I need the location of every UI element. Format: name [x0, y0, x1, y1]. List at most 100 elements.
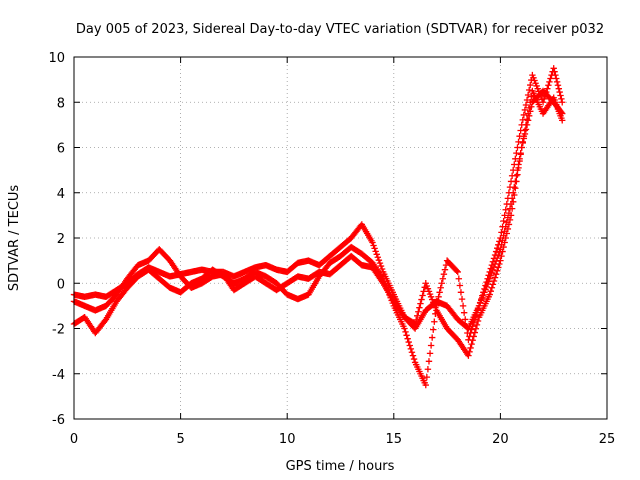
- data-point: [372, 248, 379, 255]
- data-point: [552, 71, 559, 79]
- data-point: [497, 257, 504, 264]
- data-point: [553, 78, 561, 86]
- data-point: [528, 93, 535, 100]
- data-point: [423, 373, 431, 381]
- data-point: [488, 284, 496, 291]
- y-tick-label: 4: [57, 187, 65, 202]
- data-point: [465, 352, 472, 359]
- y-tick-label: 2: [57, 232, 65, 247]
- data-point: [541, 92, 549, 99]
- data-point: [410, 355, 418, 363]
- data-point: [483, 278, 490, 286]
- data-point: [470, 333, 477, 340]
- data-point: [457, 289, 465, 296]
- data-point: [498, 229, 505, 236]
- data-point: [468, 326, 475, 333]
- data-point: [438, 280, 445, 287]
- x-tick-label: 15: [386, 432, 403, 447]
- data-point: [428, 334, 436, 341]
- y-tick-label: 0: [57, 277, 65, 292]
- data-point: [407, 345, 415, 353]
- data-point: [554, 82, 562, 89]
- data-point: [547, 75, 554, 82]
- data-point: [472, 312, 480, 320]
- data-point: [508, 205, 516, 212]
- data-point: [436, 289, 443, 296]
- data-point: [506, 183, 514, 191]
- data-point: [540, 95, 548, 103]
- data-point: [373, 251, 380, 258]
- data-point: [468, 340, 475, 348]
- y-tick-label: -2: [52, 323, 65, 338]
- data-point: [474, 317, 482, 325]
- data-point: [508, 172, 516, 179]
- data-point: [516, 157, 523, 165]
- data-point: [501, 212, 508, 219]
- data-point: [502, 234, 509, 242]
- data-point: [559, 99, 566, 106]
- x-tick-label: 5: [176, 432, 184, 447]
- data-point: [406, 342, 413, 349]
- data-point: [492, 248, 500, 255]
- data-point: [495, 264, 502, 271]
- data-point: [491, 274, 499, 281]
- data-point: [437, 284, 444, 291]
- data-point: [377, 262, 385, 270]
- data-point: [527, 81, 534, 89]
- data-point: [412, 316, 420, 324]
- data-point: [489, 281, 497, 288]
- data-point: [520, 111, 528, 119]
- data-point: [472, 325, 480, 332]
- x-axis-label: GPS time / hours: [286, 459, 395, 474]
- x-tick-label: 20: [492, 432, 509, 447]
- data-point: [502, 206, 509, 213]
- data-point: [503, 230, 510, 237]
- data-point: [415, 308, 422, 315]
- data-point: [499, 223, 506, 230]
- data-point: [499, 248, 506, 255]
- data-point: [486, 268, 493, 276]
- data-point: [430, 326, 437, 333]
- data-point: [525, 86, 533, 94]
- data-point: [513, 178, 520, 185]
- data-point: [555, 85, 563, 92]
- data-point: [463, 323, 470, 330]
- y-tick-label: -6: [52, 413, 65, 428]
- data-point: [505, 221, 513, 228]
- data-point: [402, 328, 409, 336]
- data-point: [513, 149, 520, 157]
- data-point: [455, 275, 463, 282]
- data-point: [494, 244, 501, 252]
- data-point: [543, 88, 550, 96]
- data-points: [70, 65, 566, 389]
- data-point: [553, 75, 560, 82]
- data-point: [419, 292, 426, 299]
- data-point: [404, 335, 411, 342]
- data-point: [487, 265, 495, 272]
- data-point: [422, 381, 429, 389]
- data-point: [496, 260, 503, 268]
- y-axis-label: SDTVAR / TECUs: [7, 185, 22, 292]
- data-point: [410, 320, 418, 327]
- data-point: [440, 271, 448, 278]
- data-point: [374, 254, 382, 261]
- x-tick-label: 10: [279, 432, 296, 447]
- data-point: [524, 110, 532, 117]
- data-point: [409, 352, 417, 359]
- data-point: [506, 216, 514, 224]
- data-point: [512, 185, 519, 192]
- y-tick-label: -4: [52, 368, 65, 383]
- axis-ticks: 0 5 10 15 20 25 -6 -4 -2 0 2 4 6 8 10: [48, 51, 615, 447]
- data-point: [521, 127, 529, 134]
- data-point: [509, 198, 517, 205]
- data-point: [434, 298, 441, 305]
- data-point: [375, 256, 383, 264]
- y-tick-label: 10: [48, 51, 65, 66]
- data-point: [403, 332, 410, 339]
- data-point: [480, 289, 487, 296]
- data-point: [425, 358, 433, 365]
- data-point: [489, 258, 497, 265]
- data-point: [505, 189, 513, 196]
- data-point: [521, 106, 529, 114]
